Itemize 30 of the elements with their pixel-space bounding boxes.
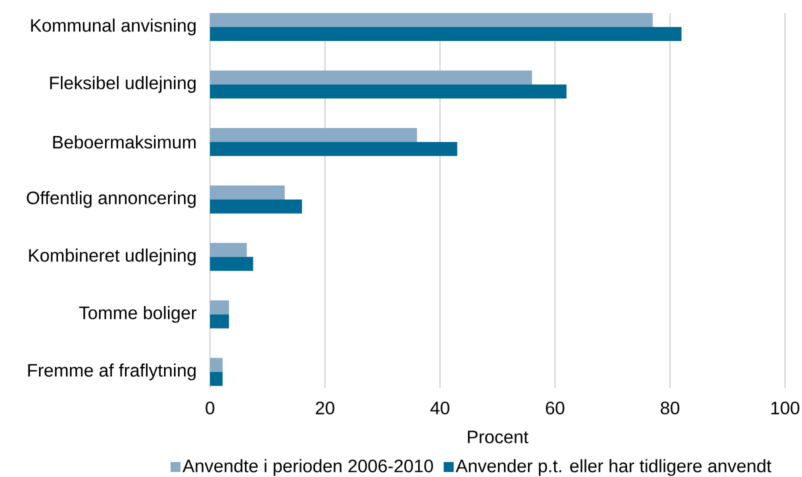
x-tick-label: 40 — [430, 402, 450, 414]
y-tick-label: Offentlig annoncering — [26, 191, 196, 208]
x-tick-label: 100 — [771, 402, 800, 414]
x-axis-title: Procent — [468, 430, 528, 444]
bar — [210, 185, 285, 200]
y-tick-label: Fleksibel udlejning — [50, 76, 196, 93]
bar — [210, 372, 223, 386]
bar — [210, 358, 223, 372]
bar — [210, 199, 302, 214]
bar — [210, 26, 682, 41]
x-tick-label: 0 — [206, 402, 214, 414]
legend-label: Anvendte i perioden 2006-2010 — [182, 459, 433, 476]
y-tick-label: Beboermaksimum — [53, 135, 196, 149]
bar — [210, 300, 229, 314]
y-tick-label: Tomme boliger — [79, 306, 196, 323]
bar — [210, 84, 567, 98]
bar — [210, 142, 458, 156]
bar — [210, 314, 229, 328]
bar — [210, 70, 532, 84]
x-tick-label: 80 — [660, 402, 680, 414]
y-tick-label: Kommunal anvisning — [31, 18, 196, 36]
x-tick-label: 20 — [316, 402, 334, 414]
bar — [210, 256, 254, 271]
y-tick-label: Fremme af fraflytning — [28, 364, 196, 380]
bar — [210, 13, 653, 27]
bar — [210, 128, 418, 142]
x-tick-label: 60 — [546, 402, 564, 414]
legend-label: Anvender p.t. eller har tidligere anvendt — [456, 459, 772, 476]
y-tick-label: Kombineret udlejning — [29, 248, 196, 266]
bar — [210, 242, 247, 257]
